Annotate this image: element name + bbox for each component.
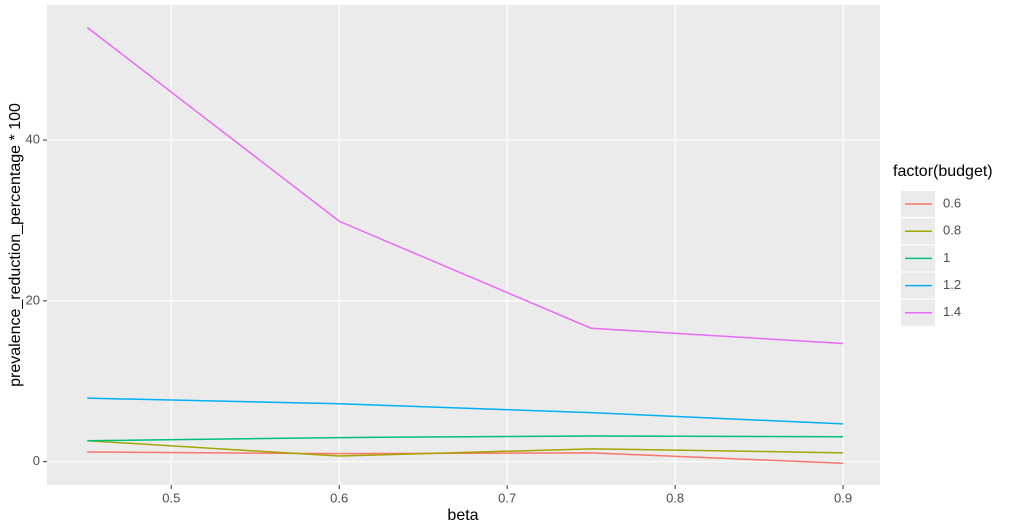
x-tick-label: 0.9: [834, 490, 852, 505]
y-tick-label: 20: [26, 292, 40, 307]
legend-label: 1.4: [943, 304, 961, 319]
x-axis-label: beta: [447, 507, 478, 524]
line: [86, 26, 844, 345]
legend-label: 1.2: [943, 277, 961, 292]
line: [87, 451, 844, 465]
y-tick-label: 40: [26, 132, 40, 147]
x-tick-label: 0.7: [498, 490, 516, 505]
x-tick-label: 0.5: [162, 490, 180, 505]
line: [87, 397, 844, 425]
y-tick-label: 0: [33, 453, 40, 468]
panel: [47, 5, 880, 485]
legend-label: 0.8: [943, 223, 961, 238]
line: [87, 435, 844, 442]
legend-title: factor(budget): [893, 163, 993, 180]
line: [87, 440, 844, 457]
x-tick-label: 0.8: [666, 490, 684, 505]
y-axis-label: prevalence_reduction_percentage * 100: [7, 103, 24, 387]
legend-label: 1: [943, 250, 950, 265]
legend-label: 0.6: [943, 195, 961, 210]
x-tick-label: 0.6: [330, 490, 348, 505]
